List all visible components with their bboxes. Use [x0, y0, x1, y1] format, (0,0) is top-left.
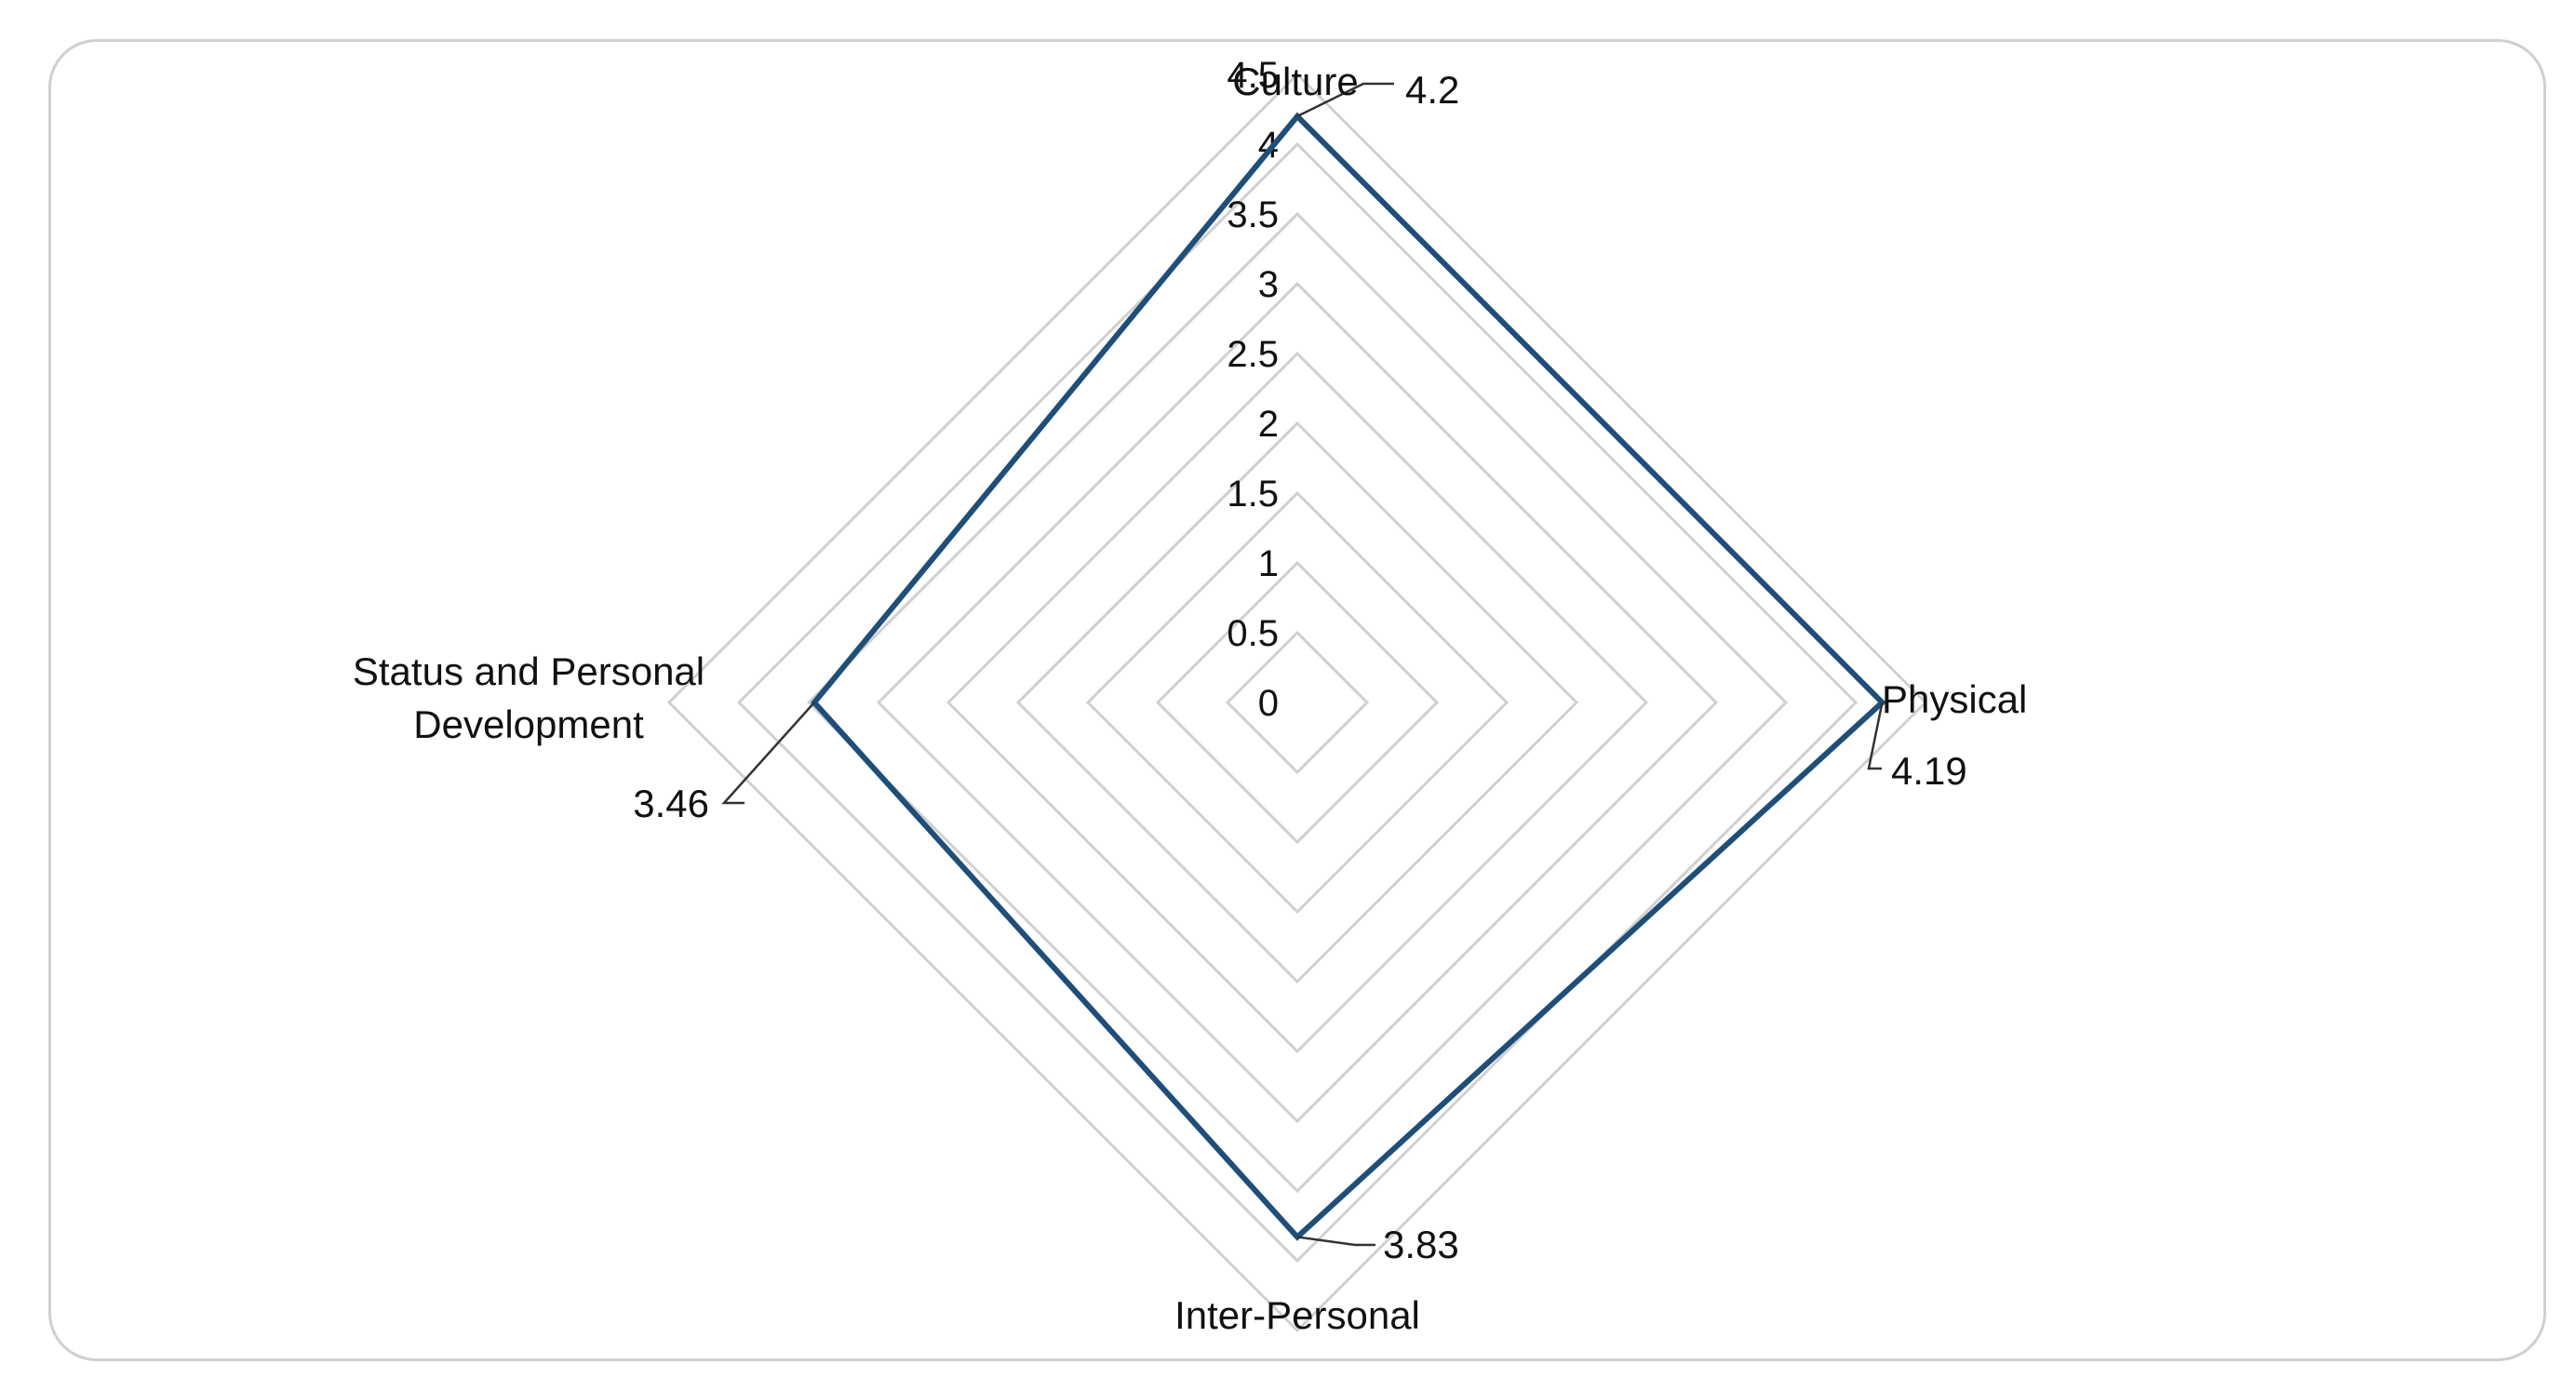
axis-label-inter-personal: Inter-Personal — [1174, 1293, 1420, 1337]
tick-label-0: 0 — [1258, 683, 1279, 724]
leader-line-status — [721, 702, 815, 805]
axis-label-status-line-1: Status and Personal — [353, 649, 704, 693]
grid-ring-3-5 — [806, 211, 1789, 1194]
grid-ring-0-5 — [1225, 630, 1370, 775]
grid-ring-2-5 — [946, 351, 1649, 1054]
leader-line-culture — [1296, 82, 1394, 118]
tick-layer: 00.511.522.533.544.5 — [1227, 55, 1279, 724]
data-label-culture: 4.2 — [1405, 68, 1459, 112]
tick-label-1: 1 — [1258, 543, 1279, 584]
grid-ring-2 — [1015, 421, 1579, 984]
chart-frame — [48, 39, 2546, 1361]
grid-ring-3 — [876, 281, 1719, 1124]
leader-line-physical — [1867, 702, 1884, 770]
tick-label-3-5: 3.5 — [1227, 194, 1279, 235]
data-label-physical: 4.19 — [1891, 749, 1967, 793]
grid-ring-4-5 — [666, 72, 1928, 1333]
leader-layer — [721, 82, 1884, 1247]
tick-label-0-5: 0.5 — [1227, 613, 1279, 654]
tick-label-3: 3 — [1258, 264, 1279, 305]
axis-label-status-line-2: Development — [413, 702, 644, 746]
grid-ring-1-5 — [1085, 490, 1509, 915]
grid-ring-1 — [1155, 560, 1440, 845]
tick-label-2: 2 — [1258, 404, 1279, 445]
tick-label-2-5: 2.5 — [1227, 334, 1279, 375]
leader-line-inter-personal — [1296, 1236, 1375, 1247]
tick-label-4-5: 4.5 — [1227, 55, 1279, 96]
tick-label-1-5: 1.5 — [1227, 474, 1279, 515]
data-label-inter-personal: 3.83 — [1383, 1223, 1459, 1266]
grid-layer — [666, 72, 1928, 1333]
grid-ring-4 — [736, 141, 1858, 1264]
data-label-status: 3.46 — [633, 782, 709, 825]
axis-label-physical: Physical — [1882, 677, 2027, 721]
axis-label-culture: Culture — [1232, 60, 1358, 103]
